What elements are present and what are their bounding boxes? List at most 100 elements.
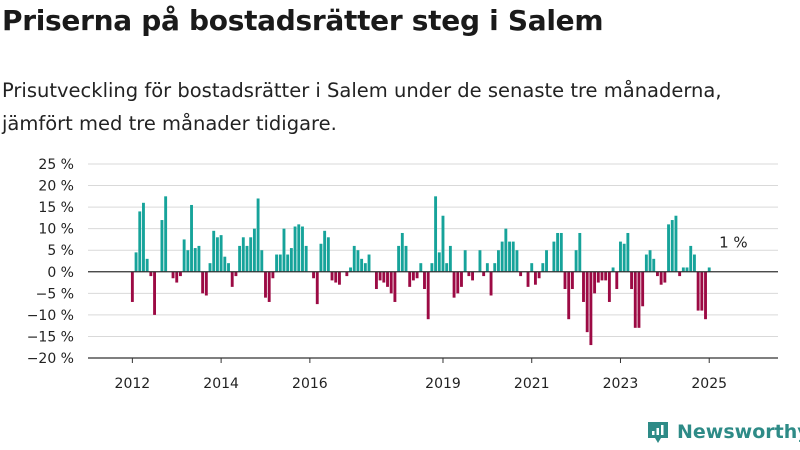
y-tick-label: −10 %	[27, 308, 74, 324]
bar	[338, 271, 341, 285]
bar	[149, 271, 153, 277]
bar	[301, 226, 304, 272]
bar	[190, 204, 193, 272]
bar	[659, 271, 663, 285]
bar	[182, 239, 186, 272]
bar	[256, 198, 260, 272]
bar	[145, 258, 149, 272]
bar	[689, 245, 693, 272]
bars	[130, 196, 711, 346]
bar	[349, 267, 352, 272]
x-tick-label: 2025	[691, 376, 727, 392]
x-tick-label: 2012	[115, 376, 151, 392]
bar	[252, 228, 256, 272]
bar	[319, 243, 323, 272]
bar	[142, 202, 145, 272]
bar	[692, 254, 696, 272]
bar	[286, 254, 290, 272]
bar	[419, 263, 423, 272]
bar	[171, 271, 175, 279]
bar	[275, 254, 279, 272]
bar	[415, 271, 419, 279]
bar	[430, 263, 434, 272]
bar	[186, 250, 190, 272]
bar	[611, 267, 615, 272]
bar	[441, 215, 445, 272]
bar	[489, 271, 493, 296]
bar	[526, 271, 530, 287]
bar	[201, 271, 205, 294]
bar	[356, 250, 360, 272]
bar	[197, 245, 201, 272]
bar	[460, 271, 463, 287]
bar	[260, 250, 264, 272]
bar	[600, 271, 604, 281]
bar	[582, 271, 585, 302]
bar	[378, 271, 382, 281]
bar	[215, 237, 219, 272]
bar	[297, 224, 301, 272]
bar	[230, 271, 234, 287]
bar	[445, 263, 449, 272]
y-tick-label: −15 %	[27, 329, 74, 345]
bar	[567, 271, 571, 320]
bar	[267, 271, 271, 302]
x-tick-label: 2016	[292, 376, 328, 392]
bar	[448, 245, 452, 272]
bar	[223, 256, 227, 272]
bar	[685, 267, 689, 272]
x-tick-label: 2014	[203, 376, 239, 392]
annotations: 1 %	[719, 233, 748, 251]
bar	[630, 271, 634, 290]
newsworthy-logo: Newsworthy	[645, 419, 800, 445]
bar	[670, 220, 674, 272]
latest-value-label: 1 %	[719, 233, 748, 251]
bar	[179, 271, 182, 277]
bar	[426, 271, 430, 320]
bar	[619, 241, 622, 272]
bar	[330, 271, 334, 281]
bar	[478, 250, 482, 272]
bar	[138, 211, 142, 272]
bar	[249, 237, 253, 272]
bar	[437, 252, 441, 272]
y-tick-label: 15 %	[38, 200, 74, 216]
bar	[245, 245, 249, 272]
page-title: Priserna på bostadsrätter steg i Salem	[2, 4, 604, 37]
bar	[271, 271, 275, 279]
bar	[397, 245, 401, 272]
x-tick-label: 2021	[514, 376, 550, 392]
axes	[88, 271, 778, 359]
bar	[626, 232, 630, 272]
bar	[227, 263, 230, 272]
bar	[652, 258, 656, 272]
bar	[530, 263, 534, 272]
bar	[607, 271, 611, 302]
bar	[570, 271, 574, 290]
bar	[585, 271, 589, 333]
y-tick-label: −20 %	[27, 351, 74, 367]
bar	[264, 271, 267, 298]
bar	[678, 271, 682, 277]
bar	[511, 241, 515, 272]
bar	[696, 271, 700, 311]
bar	[615, 271, 619, 290]
bar	[304, 245, 308, 272]
bar	[208, 263, 212, 272]
y-tick-label: 5 %	[47, 243, 74, 259]
bar	[622, 243, 626, 272]
bar	[704, 271, 707, 320]
x-tick-label: 2023	[603, 376, 639, 392]
bar	[374, 271, 378, 290]
bar	[637, 271, 641, 328]
bar	[667, 224, 670, 272]
x-axis-labels: 2012 2014 2016 2019 2021 2023 2025	[115, 358, 727, 392]
bar	[656, 271, 659, 277]
bar	[589, 271, 593, 346]
bar	[175, 271, 179, 283]
bar	[278, 254, 282, 272]
bar	[386, 271, 389, 287]
bar	[681, 267, 685, 272]
bar	[707, 267, 711, 272]
